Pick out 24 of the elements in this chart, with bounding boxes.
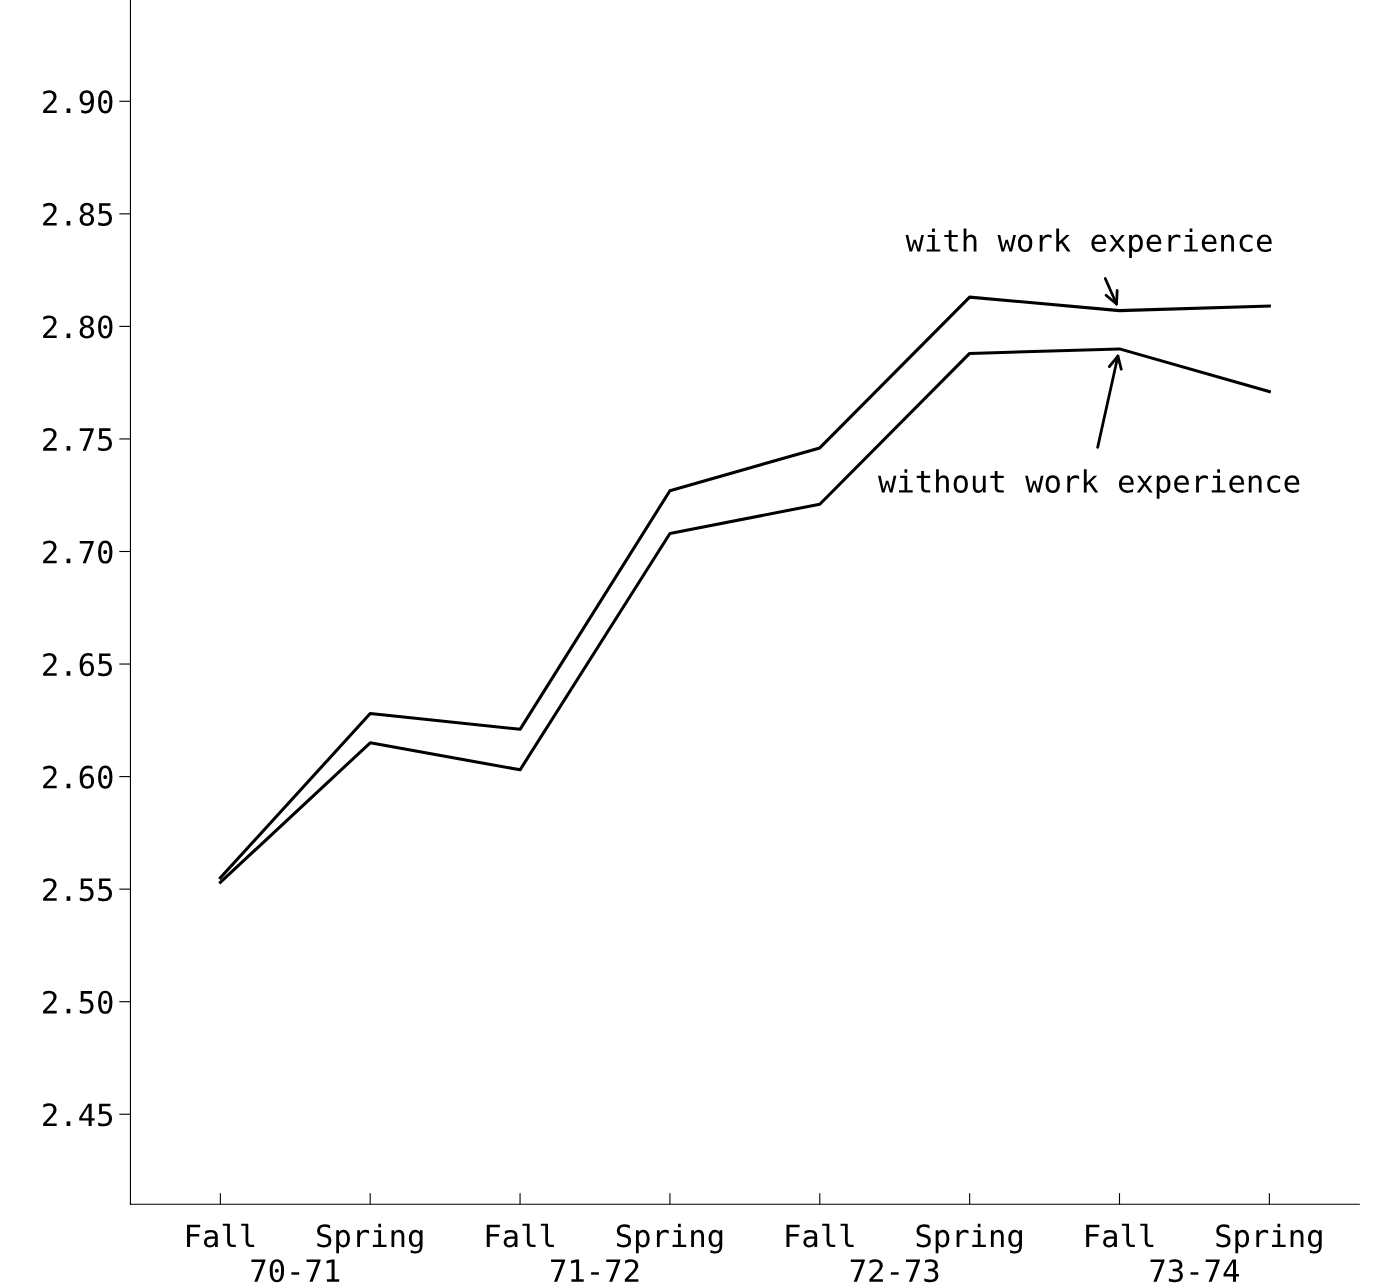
x-tick-label: Spring: [616, 1223, 723, 1254]
y-tick-label: 2.65: [43, 653, 113, 677]
text: 72-73: [850, 1259, 939, 1283]
y-tick-label: 2.55: [43, 878, 113, 902]
y-tick-label: 2.60: [43, 765, 113, 789]
x-tick-label: Fall: [187, 1223, 255, 1248]
x-tick-label: Fall: [486, 1223, 554, 1248]
text: 70-71: [251, 1259, 340, 1283]
y-tick-label: 2.75: [43, 427, 113, 452]
y-tick-label: 2.70: [43, 540, 113, 564]
x-tick-label: Spring: [916, 1223, 1022, 1254]
y-tick-label: 2.80: [43, 315, 113, 339]
series-label: without work experience: [877, 469, 1300, 499]
x-tick-label: Fall: [786, 1223, 854, 1248]
text: 71-72: [551, 1259, 639, 1282]
x-tick-label: Spring: [1216, 1223, 1322, 1254]
y-tick-label: 2.50: [43, 990, 113, 1014]
x-tick-label: Spring: [317, 1223, 423, 1254]
series-label: with work experience: [905, 228, 1272, 258]
text: 73-74: [1150, 1259, 1239, 1283]
y-tick-label: 2.90: [43, 90, 113, 114]
y-tick-label: 2.45: [43, 1103, 113, 1127]
y-tick-label: 2.85: [43, 202, 113, 226]
x-tick-label: Fall: [1086, 1223, 1154, 1248]
